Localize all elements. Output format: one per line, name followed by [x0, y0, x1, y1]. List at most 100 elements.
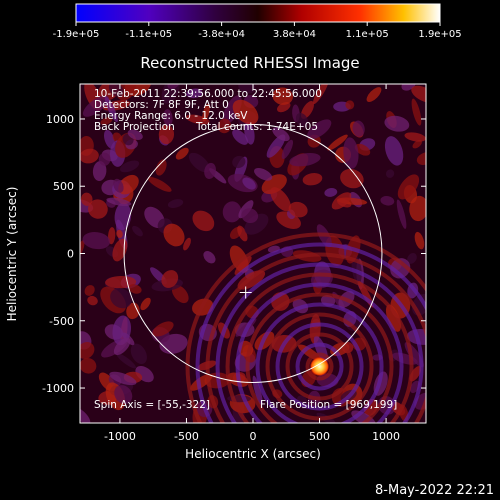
mottle-blob	[126, 302, 140, 320]
mottle-blob	[80, 358, 97, 374]
mottle-blob	[354, 143, 371, 156]
sidelobe-ring	[205, 252, 426, 423]
mottle-blob	[366, 87, 382, 103]
colorbar-tick-label-5: 1.9e+05	[418, 29, 461, 40]
mottle-blob	[110, 288, 132, 309]
mottle-blob	[242, 177, 256, 190]
footer-timestamp: 8-May-2022 22:21	[375, 483, 494, 498]
sidelobe-ring	[275, 322, 364, 411]
colorbar-tick-label-1: -1.1e+05	[125, 29, 172, 40]
mottle-blob	[272, 127, 290, 142]
sidelobe-ring	[215, 262, 424, 423]
mottle-blob	[252, 375, 263, 406]
plot-area	[80, 84, 426, 423]
x-tick-label-0: -1000	[104, 430, 136, 443]
mottle-blob	[116, 353, 137, 369]
mottle-blob	[234, 256, 252, 275]
mottle-blob	[232, 129, 249, 145]
mottle-blob	[152, 321, 174, 337]
y-axis-ticks: -1000 -500 0 500 1000	[42, 113, 426, 395]
mottle-blob	[404, 132, 426, 142]
mottle-blob	[313, 84, 329, 105]
flare-sidelobe-rings	[185, 232, 426, 423]
mottle-blob	[98, 152, 111, 166]
annotation-flare-position: Flare Position = [969,199]	[260, 399, 397, 411]
x-tick-label-2: 0	[250, 430, 257, 443]
mottle-blob	[397, 174, 420, 200]
mottle-blob	[343, 137, 359, 169]
mottle-blob	[412, 140, 422, 149]
mottle-blob	[277, 102, 291, 113]
mottle-blob	[266, 134, 286, 158]
mottle-blob	[300, 101, 314, 119]
mottle-blob	[232, 99, 259, 125]
mottle-blob	[109, 371, 137, 386]
y-tick-label-3: 500	[53, 180, 74, 193]
annotation-detectors: Detectors: 7F 8F 9F, Att 0	[94, 99, 229, 111]
mottle-blob	[237, 225, 248, 242]
mottle-blob	[302, 173, 323, 186]
mottle-blob	[186, 88, 203, 99]
sidelobe-ring	[305, 352, 334, 381]
mottle-blob	[155, 159, 167, 176]
x-axis-label: Heliocentric X (arcsec)	[185, 447, 321, 461]
mottle-blob	[254, 168, 273, 181]
flare-source	[309, 356, 330, 377]
solar-limb	[123, 124, 383, 383]
mottle-blob	[140, 297, 151, 311]
mottle-blob	[411, 98, 422, 126]
mottle-blob	[380, 196, 395, 206]
mottle-blob	[407, 253, 417, 264]
mottle-blob	[130, 343, 147, 365]
mottle-blob	[81, 192, 93, 206]
mottle-blob	[409, 195, 426, 222]
mottle-blob	[416, 152, 426, 165]
mottle-blob	[106, 197, 132, 207]
sidelobe-ring	[195, 242, 426, 423]
sidelobe-ring	[285, 332, 354, 401]
sun-center-cross	[239, 286, 252, 299]
mottle-blob	[92, 161, 107, 181]
colorbar-tick-label-3: 3.8e+04	[273, 29, 316, 40]
mottle-blob	[270, 187, 291, 212]
mottle-blob	[80, 148, 99, 164]
annotation-total-counts: Total counts: 1.74E+05	[195, 121, 318, 133]
mottle-blob	[175, 147, 189, 160]
mottle-blob	[241, 208, 259, 224]
mottle-blob	[384, 115, 410, 132]
mottle-blob	[244, 121, 255, 145]
mottle-blob	[88, 199, 108, 219]
mottle-blob	[340, 168, 364, 189]
mottle-blob	[127, 129, 143, 140]
mottle-blob	[104, 96, 118, 123]
sidelobe-ring	[225, 272, 414, 423]
sidelobe-ring	[295, 342, 344, 391]
chart-title: Reconstructed RHESSI Image	[140, 54, 359, 72]
mottle-blob	[327, 134, 348, 151]
x-tick-label-1: -500	[174, 430, 199, 443]
y-tick-label-0: -1000	[42, 382, 74, 395]
mottle-blob	[385, 304, 402, 332]
mottle-blob	[188, 152, 210, 173]
mottle-blob	[331, 192, 352, 210]
mottle-blob	[104, 129, 115, 149]
mottle-blob	[82, 231, 111, 250]
mottle-blob	[158, 124, 175, 145]
mottle-blob	[307, 119, 332, 140]
image-mottle	[80, 84, 426, 423]
mottle-blob	[171, 284, 189, 304]
sidelobe-ring	[235, 282, 404, 423]
mottle-blob	[385, 169, 395, 178]
mottle-blob	[163, 109, 173, 127]
mottle-blob	[161, 270, 179, 288]
mottle-blob	[82, 95, 109, 117]
mottle-blob	[116, 229, 123, 239]
sidelobe-ring	[185, 232, 426, 423]
mottle-blob	[147, 176, 172, 192]
mottle-blob	[132, 225, 143, 237]
sidelobe-ring	[255, 302, 384, 423]
colorbar-tick-label-4: 1.1e+05	[346, 29, 389, 40]
mottle-blob	[295, 112, 309, 128]
mottle-blob	[202, 103, 210, 122]
